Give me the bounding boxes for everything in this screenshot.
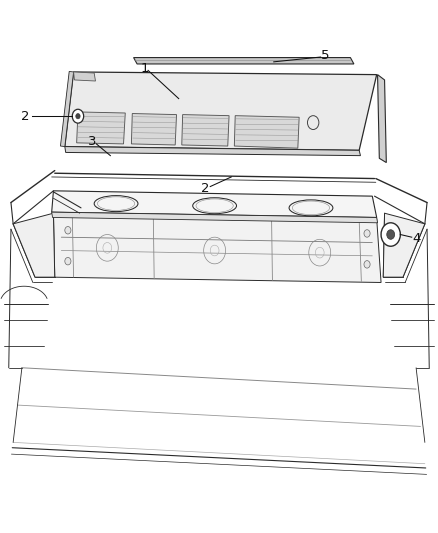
Text: 2: 2 bbox=[21, 110, 30, 123]
Text: 4: 4 bbox=[412, 232, 420, 245]
Polygon shape bbox=[234, 116, 299, 148]
Polygon shape bbox=[52, 191, 377, 217]
Polygon shape bbox=[134, 58, 354, 64]
Polygon shape bbox=[13, 213, 55, 277]
Polygon shape bbox=[52, 212, 378, 223]
Polygon shape bbox=[65, 72, 377, 150]
Circle shape bbox=[72, 109, 84, 123]
Circle shape bbox=[381, 223, 400, 246]
Polygon shape bbox=[65, 147, 360, 156]
Polygon shape bbox=[182, 115, 229, 146]
Polygon shape bbox=[383, 213, 425, 277]
Polygon shape bbox=[60, 71, 74, 147]
Polygon shape bbox=[378, 75, 386, 163]
Polygon shape bbox=[74, 72, 95, 81]
Circle shape bbox=[65, 227, 71, 234]
Circle shape bbox=[364, 261, 370, 268]
Text: 5: 5 bbox=[321, 50, 329, 62]
Polygon shape bbox=[53, 213, 381, 282]
Circle shape bbox=[76, 114, 80, 119]
Circle shape bbox=[65, 257, 71, 265]
Circle shape bbox=[387, 230, 395, 239]
Polygon shape bbox=[77, 112, 125, 144]
Text: 3: 3 bbox=[88, 135, 96, 148]
Polygon shape bbox=[131, 114, 177, 145]
Text: 2: 2 bbox=[201, 182, 209, 195]
Circle shape bbox=[364, 230, 370, 237]
Text: 1: 1 bbox=[140, 62, 149, 75]
